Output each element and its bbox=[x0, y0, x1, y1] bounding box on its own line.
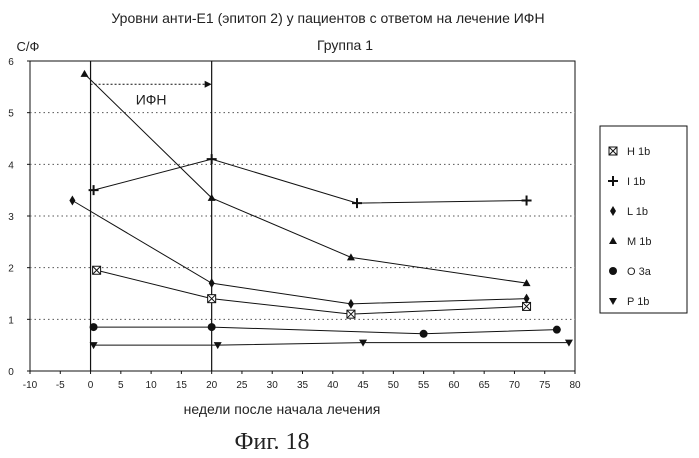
series-1-point-3 bbox=[522, 196, 532, 206]
x-tick-label-15: 65 bbox=[479, 380, 491, 391]
figure-caption: Фиг. 18 bbox=[235, 429, 310, 455]
series-2 bbox=[69, 196, 529, 309]
legend-label-1: I 1b bbox=[627, 176, 645, 188]
series-5 bbox=[90, 340, 573, 350]
y-tick-label-1: 1 bbox=[8, 315, 14, 326]
series-line-4 bbox=[94, 327, 557, 334]
legend-label-2: L 1b bbox=[627, 206, 648, 218]
legend-label-3: M 1b bbox=[627, 236, 651, 248]
series-2-point-2 bbox=[348, 299, 354, 309]
y-tick-label-6: 6 bbox=[8, 57, 14, 68]
y-tick-label-3: 3 bbox=[8, 212, 14, 223]
series-4-point-0 bbox=[90, 323, 98, 331]
legend-marker-0 bbox=[609, 147, 617, 155]
series-3-point-0 bbox=[81, 70, 89, 77]
series-4 bbox=[90, 323, 561, 338]
x-tick-label-2: 0 bbox=[88, 380, 94, 391]
series bbox=[69, 70, 573, 349]
chart-subtitle: Группа 1 bbox=[317, 37, 373, 53]
x-tick-label-14: 60 bbox=[448, 380, 460, 391]
x-tick-label-10: 40 bbox=[327, 380, 339, 391]
x-tick-label-18: 80 bbox=[569, 380, 581, 391]
x-tick-label-1: -5 bbox=[56, 380, 65, 391]
x-tick-label-9: 35 bbox=[297, 380, 309, 391]
annotation-label: ИФН bbox=[136, 91, 167, 107]
legend-label-0: H 1b bbox=[627, 146, 650, 158]
gridlines bbox=[30, 113, 575, 320]
y-axis-label: С/Ф bbox=[17, 39, 40, 54]
x-tick-label-8: 30 bbox=[267, 380, 279, 391]
series-5-point-3 bbox=[565, 340, 573, 347]
y-ticks: 0 1 2 3 4 5 6 bbox=[8, 57, 30, 378]
x-tick-label-4: 10 bbox=[146, 380, 158, 391]
x-tick-label-11: 45 bbox=[357, 380, 369, 391]
series-1-point-2 bbox=[352, 198, 362, 208]
y-tick-label-0: 0 bbox=[8, 367, 14, 378]
x-ticks: -10 -5 0 5 10 15 20 25 30 35 40 45 50 55 60 65 70 75 80 bbox=[23, 371, 581, 391]
legend: H 1b I 1b L 1b M 1b O 3a P 1b bbox=[600, 126, 687, 313]
series-0-point-0 bbox=[93, 266, 101, 274]
series-line-1 bbox=[94, 159, 527, 203]
series-1-point-1 bbox=[207, 154, 217, 164]
plot-area: 0123456 -10-5051015202530354045505560657… bbox=[8, 57, 581, 391]
series-4-point-3 bbox=[553, 326, 561, 334]
x-tick-label-13: 55 bbox=[418, 380, 430, 391]
x-tick-label-7: 25 bbox=[236, 380, 248, 391]
series-4-point-2 bbox=[420, 330, 428, 338]
x-tick-label-6: 20 bbox=[206, 380, 218, 391]
series-0-point-2 bbox=[347, 310, 355, 318]
y-tick-label-4: 4 bbox=[8, 160, 14, 171]
x-tick-label-5: 15 bbox=[176, 380, 188, 391]
chart-title: Уровни анти-Е1 (эпитоп 2) у пациентов с … bbox=[111, 10, 544, 26]
y-tick-label-2: 2 bbox=[8, 264, 14, 275]
series-line-5 bbox=[94, 343, 569, 346]
series-line-0 bbox=[97, 270, 527, 314]
series-2-point-1 bbox=[209, 278, 215, 288]
x-tick-label-17: 75 bbox=[539, 380, 551, 391]
series-4-point-1 bbox=[208, 323, 216, 331]
y-tick-label-5: 5 bbox=[8, 109, 14, 120]
x-tick-label-0: -10 bbox=[23, 380, 38, 391]
legend-label-4: O 3a bbox=[627, 266, 652, 278]
legend-marker-4 bbox=[609, 267, 617, 275]
series-0-point-1 bbox=[208, 295, 216, 303]
series-3-point-2 bbox=[347, 253, 355, 260]
annotation-arrowhead bbox=[205, 81, 212, 88]
x-tick-label-3: 5 bbox=[118, 380, 124, 391]
x-tick-label-12: 50 bbox=[388, 380, 400, 391]
series-2-point-0 bbox=[69, 196, 75, 206]
series-1 bbox=[89, 154, 532, 208]
legend-label-5: P 1b bbox=[627, 296, 649, 308]
annotation: ИФН bbox=[91, 81, 212, 108]
x-tick-label-16: 70 bbox=[509, 380, 521, 391]
x-axis-label: недели после начала лечения bbox=[184, 401, 381, 417]
